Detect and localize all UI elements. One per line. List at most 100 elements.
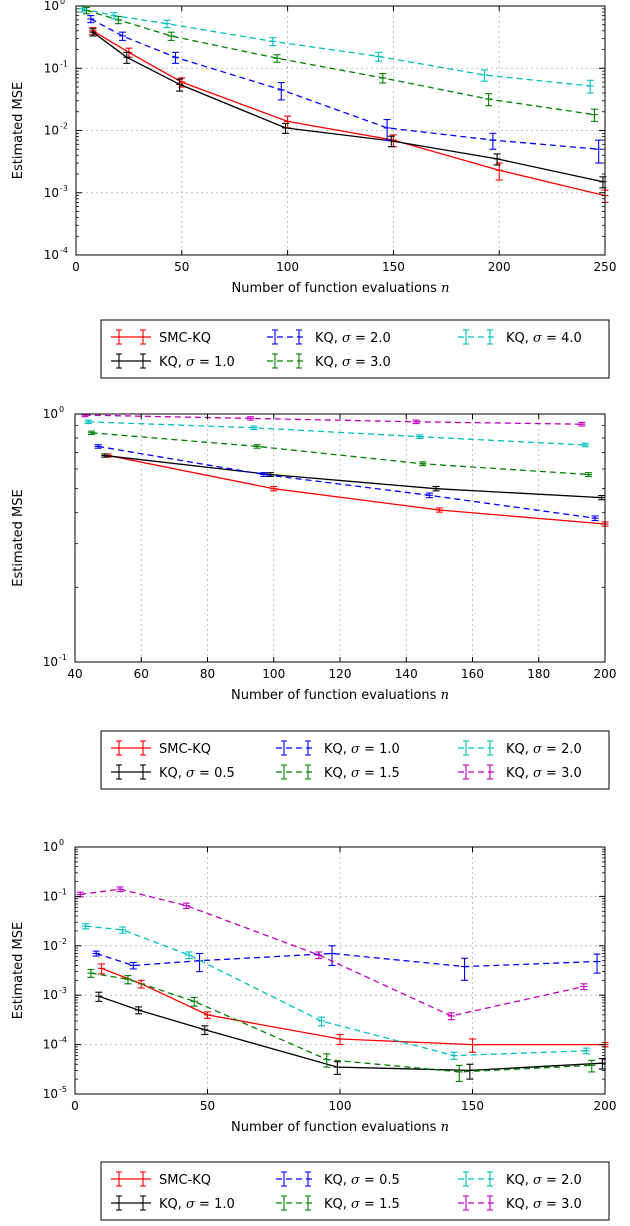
- error-bar: [88, 430, 96, 436]
- legend-label: KQ, σ = 3.0: [506, 766, 582, 781]
- legend-item-kq-sigma-2-0: KQ, σ = 2.0: [458, 740, 582, 757]
- x-tick-label: 0: [72, 260, 80, 274]
- y-tick-exponent: -1: [59, 653, 67, 662]
- x-axis-label: Number of function evaluations n: [232, 281, 450, 296]
- legend-label: KQ, σ = 4.0: [506, 331, 582, 346]
- y-tick-label: 10: [44, 124, 59, 138]
- error-bar: [98, 963, 105, 975]
- error-bar: [135, 1006, 143, 1015]
- legend-item-kq-sigma-1-0: KQ, σ = 1.0: [276, 740, 400, 757]
- error-bar: [455, 1064, 463, 1082]
- legend-item-kq-sigma-3-0: KQ, σ = 3.0: [267, 353, 391, 370]
- x-tick-label: 100: [276, 260, 299, 274]
- legend-label: SMC-KQ: [159, 742, 211, 757]
- error-bar: [119, 31, 127, 41]
- error-bar: [190, 996, 198, 1007]
- error-bar: [466, 1063, 474, 1080]
- legend-item-smc-kq: SMC-KQ: [111, 1171, 211, 1188]
- series-line: [80, 888, 584, 1017]
- y-axis-label: Estimated MSE: [11, 489, 26, 587]
- legend-label: SMC-KQ: [159, 331, 211, 346]
- error-bar: [580, 983, 588, 991]
- series-line: [98, 445, 596, 519]
- y-tick-exponent: -2: [59, 937, 67, 946]
- legend-item-kq-sigma-1-5: KQ, σ = 1.5: [276, 1195, 400, 1212]
- error-bar: [595, 139, 603, 164]
- x-tick-label: 160: [461, 667, 484, 681]
- series-kq-sigma-3-0: [83, 6, 598, 122]
- x-tick-label: 180: [527, 667, 550, 681]
- error-bar: [116, 886, 124, 893]
- error-bar: [124, 974, 132, 985]
- series-line: [90, 18, 599, 150]
- series-kq-sigma-0-5: [101, 453, 606, 501]
- legend-label: KQ, σ = 2.0: [506, 1173, 582, 1188]
- x-tick-label: 120: [329, 667, 352, 681]
- legend-label: KQ, σ = 1.5: [324, 1197, 400, 1212]
- x-tick-label: 200: [488, 260, 511, 274]
- error-bar: [432, 485, 440, 492]
- error-bar: [87, 15, 95, 24]
- x-tick-label: 80: [200, 667, 215, 681]
- error-bar: [110, 12, 118, 20]
- series-kq-sigma-3-0: [81, 413, 586, 427]
- y-tick-label: 10: [43, 939, 58, 953]
- series-line: [90, 972, 592, 1073]
- y-tick-label: 10: [44, 61, 59, 75]
- plot-frame: [74, 846, 606, 1095]
- x-tick-label: 40: [67, 667, 82, 681]
- y-tick-label: 10: [43, 1087, 58, 1101]
- series-line: [101, 967, 605, 1046]
- y-tick-exponent: -5: [59, 1085, 67, 1094]
- series-kq-sigma-1-0: [94, 444, 599, 522]
- error-bar: [185, 951, 193, 960]
- x-tick-label: 0: [71, 1099, 79, 1113]
- error-bar: [591, 515, 599, 522]
- x-axis-label: Number of function evaluations n: [231, 1120, 449, 1135]
- series-line: [92, 30, 606, 197]
- error-bar: [336, 1033, 344, 1046]
- error-bar: [375, 51, 383, 62]
- y-tick-exponent: -4: [59, 1036, 67, 1045]
- series-kq-sigma-0-5: [92, 945, 601, 981]
- legend: SMC-KQ KQ, σ = 2.0 KQ, σ = 4.0 KQ, σ = 1.0 K…: [100, 319, 610, 379]
- error-bar: [387, 135, 395, 148]
- legend-item-kq-sigma-0-5: KQ, σ = 0.5: [111, 764, 235, 781]
- series-kq-sigma-3-0: [76, 886, 588, 1021]
- x-tick-label: 100: [329, 1099, 352, 1113]
- legend-label: KQ, σ = 3.0: [506, 1197, 582, 1212]
- series-line: [88, 421, 586, 446]
- legend-item-kq-sigma-4-0: KQ, σ = 4.0: [458, 329, 582, 346]
- series-line: [85, 925, 587, 1057]
- error-bar: [84, 419, 92, 425]
- y-tick-exponent: 0: [59, 405, 64, 414]
- error-bar: [95, 991, 103, 1002]
- error-bar: [204, 1011, 211, 1019]
- y-tick-label: 10: [44, 248, 59, 262]
- error-bar: [82, 923, 90, 930]
- series-kq-sigma-2-0: [84, 419, 589, 448]
- y-tick-label: 10: [43, 988, 58, 1002]
- legend-label: KQ, σ = 3.0: [315, 355, 391, 370]
- legend-label: KQ, σ = 0.5: [324, 1173, 400, 1188]
- x-tick-label: 140: [395, 667, 418, 681]
- series-line: [82, 8, 591, 87]
- legend-box: [100, 319, 610, 379]
- x-tick-label: 60: [134, 667, 149, 681]
- legend-item-kq-sigma-2-0: KQ, σ = 2.0: [458, 1171, 582, 1188]
- error-bar: [114, 15, 122, 25]
- x-tick-label: 200: [594, 1099, 617, 1113]
- error-bar: [586, 79, 594, 94]
- error-bar: [167, 31, 175, 41]
- error-bar: [315, 951, 323, 960]
- error-bar: [333, 1061, 341, 1075]
- error-bar: [269, 37, 277, 47]
- y-tick-exponent: -3: [59, 986, 67, 995]
- error-bar: [578, 421, 586, 427]
- legend-item-kq-sigma-1-5: KQ, σ = 1.5: [276, 764, 400, 781]
- legend-item-smc-kq: SMC-KQ: [111, 329, 211, 346]
- y-tick-label: 10: [43, 407, 58, 421]
- legend-label: KQ, σ = 1.0: [324, 742, 400, 757]
